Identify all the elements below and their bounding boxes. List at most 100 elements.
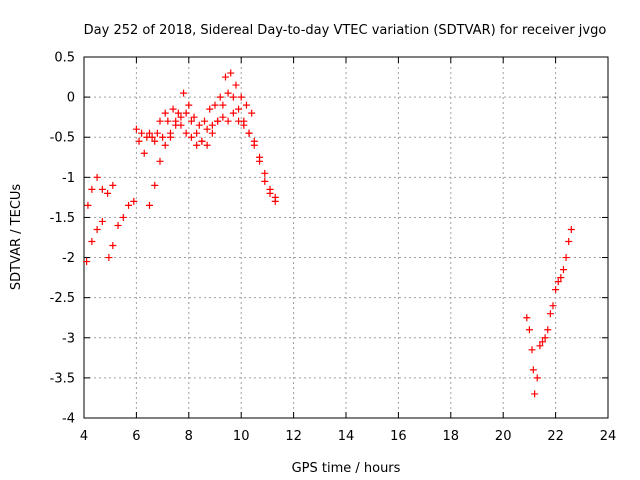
x-tick-label: 16 <box>390 429 407 444</box>
data-point-arc-e <box>166 133 174 141</box>
data-point-arc-a <box>88 185 96 193</box>
data-point-arc-e <box>208 129 216 137</box>
data-point-arc-c <box>182 129 190 137</box>
data-point-arc-f <box>559 266 567 274</box>
data-point-arc-f <box>523 314 531 322</box>
data-point-arc-a <box>93 173 101 181</box>
data-point-arc-e <box>198 137 206 145</box>
data-point-arc-e <box>224 89 232 97</box>
axis-ticks: 4 6 8 10 12 14 16 18 20 22 24 -4 -3.5 -3 -2.5 -2 -1.5 -1 -… <box>50 51 617 445</box>
y-tick-label: -1 <box>62 171 75 186</box>
data-point-arc-c <box>109 242 117 250</box>
data-point-arc-e <box>182 109 190 117</box>
data-point-arc-b <box>98 217 106 225</box>
data-point-arc-d <box>174 109 182 117</box>
data-point-arc-c <box>146 129 153 137</box>
data-point-arc-a <box>104 189 112 197</box>
data-point-arc-f <box>541 334 549 342</box>
data-point-arc-e <box>271 193 279 201</box>
data-point-arc-f <box>529 366 537 374</box>
x-tick-label: 6 <box>132 429 140 444</box>
data-point-arc-e <box>151 181 159 189</box>
data-point-arc-d <box>185 101 193 109</box>
data-point-arc-f <box>565 238 573 246</box>
data-point-arc-e <box>266 185 274 193</box>
x-tick-label: 10 <box>233 429 250 444</box>
y-tick-label: -1.5 <box>50 211 75 226</box>
data-point-arc-f <box>554 278 562 286</box>
data-point-arc-d <box>211 101 219 109</box>
y-tick-label: -2.5 <box>50 291 75 306</box>
data-point-arc-b <box>88 238 96 246</box>
data-point-arc-d <box>206 105 214 113</box>
data-point-arc-b <box>83 258 91 266</box>
data-point-arc-d <box>148 133 156 141</box>
data-point-arc-c <box>105 254 113 262</box>
data-point-arc-f <box>531 390 539 398</box>
data-point-arc-d <box>169 105 177 113</box>
y-tick-label: -2 <box>62 251 75 266</box>
data-point-arc-e <box>229 93 237 101</box>
data-point-arc-c <box>208 121 216 129</box>
data-point-arc-a <box>84 201 92 209</box>
x-tick-label: 8 <box>185 429 193 444</box>
data-point-arc-d <box>164 117 172 125</box>
data-point-arc-c <box>187 133 195 141</box>
data-point-arc-c <box>130 197 138 205</box>
data-point-arc-a <box>98 185 106 193</box>
data-point-arc-f <box>546 310 554 318</box>
data-point-arc-a <box>109 181 117 189</box>
data-point-arc-e <box>235 105 243 113</box>
data-point-arc-f <box>533 374 541 382</box>
data-point-arc-d <box>153 129 161 137</box>
x-tick-label: 20 <box>495 429 512 444</box>
data-point-arc-e <box>187 117 195 125</box>
data-point-arc-e <box>156 157 164 165</box>
data-point-arc-e <box>161 141 169 149</box>
data-point-arc-d <box>248 109 256 117</box>
x-axis-label: GPS time / hours <box>292 461 401 476</box>
data-point-arc-c <box>219 113 227 121</box>
y-tick-label: 0 <box>67 91 75 106</box>
data-point-arc-d <box>180 89 188 97</box>
data-point-arc-c <box>229 109 237 117</box>
data-point-arc-c <box>119 213 127 221</box>
data-point-arc-f <box>562 254 570 262</box>
data-point-arc-c <box>193 141 201 149</box>
x-tick-label: 12 <box>285 429 302 444</box>
data-point-arc-c <box>114 221 122 229</box>
y-tick-label: 0.5 <box>54 51 75 66</box>
data-point-arc-f <box>552 286 560 294</box>
data-point-arc-d <box>221 73 229 81</box>
data-point-arc-c <box>161 109 169 117</box>
x-tick-label: 4 <box>80 429 88 444</box>
data-point-arc-d <box>216 93 224 101</box>
y-tick-label: -4 <box>62 412 75 427</box>
data-point-arc-e <box>256 153 264 161</box>
data-point-arc-f <box>539 338 546 346</box>
data-point-arc-c <box>125 201 133 209</box>
data-points <box>83 69 575 398</box>
data-point-arc-f <box>549 302 557 310</box>
data-point-arc-c <box>140 149 148 157</box>
data-point-arc-d <box>159 133 167 141</box>
data-point-arc-d <box>138 129 146 137</box>
data-point-arc-f <box>557 274 565 282</box>
data-point-arc-c <box>261 177 269 185</box>
data-point-arc-b <box>93 225 101 233</box>
data-point-arc-d <box>195 121 203 129</box>
data-point-arc-f <box>536 342 544 350</box>
y-axis-label: SDTVAR / TECUs <box>9 184 24 291</box>
data-point-arc-e <box>219 101 227 109</box>
data-point-arc-f <box>567 225 575 233</box>
y-tick-label: -3.5 <box>50 371 75 386</box>
data-point-arc-f <box>528 346 536 354</box>
data-point-arc-c <box>203 125 211 133</box>
data-point-arc-d <box>201 117 209 125</box>
grid-lines <box>84 57 608 418</box>
data-point-arc-e <box>203 141 211 149</box>
y-tick-label: -0.5 <box>50 131 75 146</box>
y-tick-label: -3 <box>62 331 75 346</box>
data-point-arc-e <box>146 201 153 209</box>
